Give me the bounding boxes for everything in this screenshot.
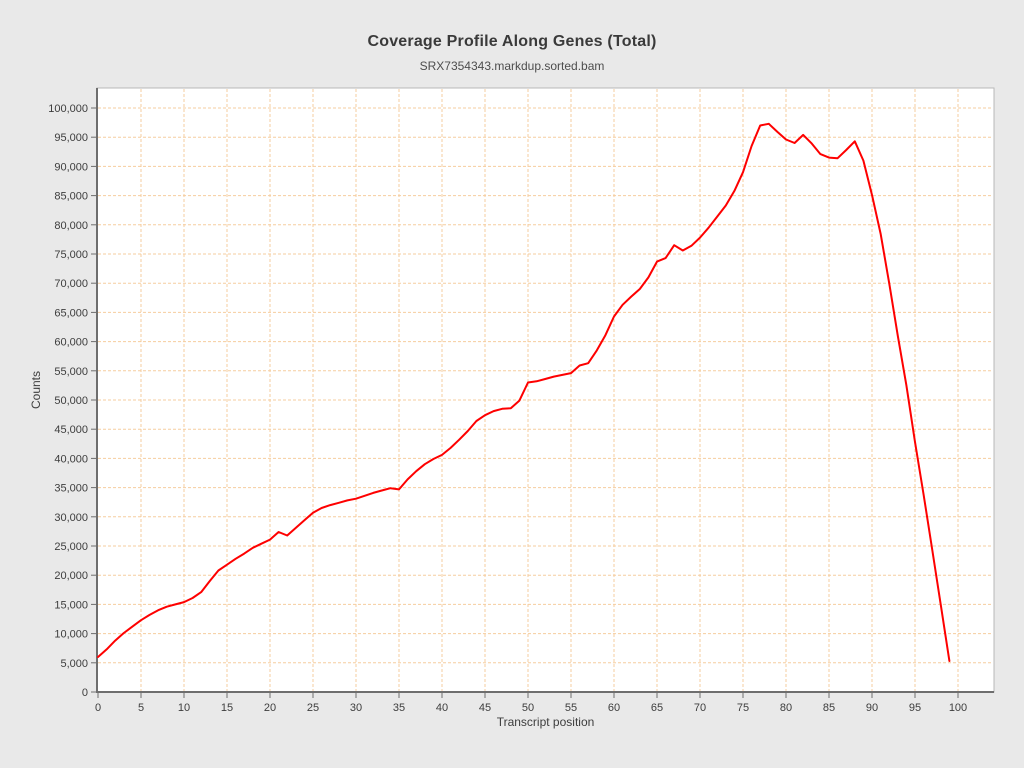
- x-tick-label: 70: [694, 702, 706, 714]
- x-tick-label: 10: [178, 702, 190, 714]
- x-tick-label: 55: [565, 702, 577, 714]
- y-tick-label: 75,000: [54, 249, 88, 261]
- y-tick-label: 100,000: [48, 103, 88, 115]
- y-tick-label: 85,000: [54, 191, 88, 203]
- y-tick-label: 55,000: [54, 366, 88, 378]
- x-tick-label: 80: [780, 702, 792, 714]
- x-tick-label: 5: [138, 702, 144, 714]
- x-axis-label: Transcript position: [496, 715, 595, 729]
- x-tick-label: 100: [949, 702, 967, 714]
- y-tick-label: 90,000: [54, 161, 88, 173]
- plot-area: [96, 87, 995, 693]
- chart-title: Coverage Profile Along Genes (Total): [367, 33, 657, 50]
- x-tick-label: 0: [95, 702, 101, 714]
- y-tick-label: 50,000: [54, 395, 88, 407]
- y-tick-label: 45,000: [54, 424, 88, 436]
- x-tick-label: 15: [221, 702, 233, 714]
- y-tick-label: 65,000: [54, 307, 88, 319]
- x-tick-label: 75: [737, 702, 749, 714]
- chart-subtitle: SRX7354343.markdup.sorted.bam: [419, 59, 605, 73]
- x-tick-label: 50: [522, 702, 534, 714]
- x-tick-label: 85: [823, 702, 835, 714]
- x-tick-label: 45: [479, 702, 491, 714]
- x-tick-label: 65: [651, 702, 663, 714]
- y-tick-label: 30,000: [54, 512, 88, 524]
- x-tick-label: 30: [350, 702, 362, 714]
- x-tick-label: 20: [264, 702, 276, 714]
- y-tick-label: 40,000: [54, 453, 88, 465]
- y-tick-label: 60,000: [54, 337, 88, 349]
- y-tick-label: 0: [82, 687, 88, 699]
- x-tick-label: 25: [307, 702, 319, 714]
- y-tick-label: 5,000: [60, 658, 88, 670]
- y-tick-label: 25,000: [54, 541, 88, 553]
- x-tick-label: 90: [866, 702, 878, 714]
- y-tick-label: 20,000: [54, 570, 88, 582]
- x-tick-label: 95: [909, 702, 921, 714]
- x-tick-label: 60: [608, 702, 620, 714]
- y-tick-label: 35,000: [54, 483, 88, 495]
- y-tick-label: 15,000: [54, 599, 88, 611]
- coverage-line: [97, 122, 951, 662]
- x-tick-label: 35: [393, 702, 405, 714]
- y-tick-label: 70,000: [54, 278, 88, 290]
- y-tick-label: 80,000: [54, 220, 88, 232]
- y-tick-label: 10,000: [54, 629, 88, 641]
- y-tick-label: 95,000: [54, 132, 88, 144]
- x-tick-label: 40: [436, 702, 448, 714]
